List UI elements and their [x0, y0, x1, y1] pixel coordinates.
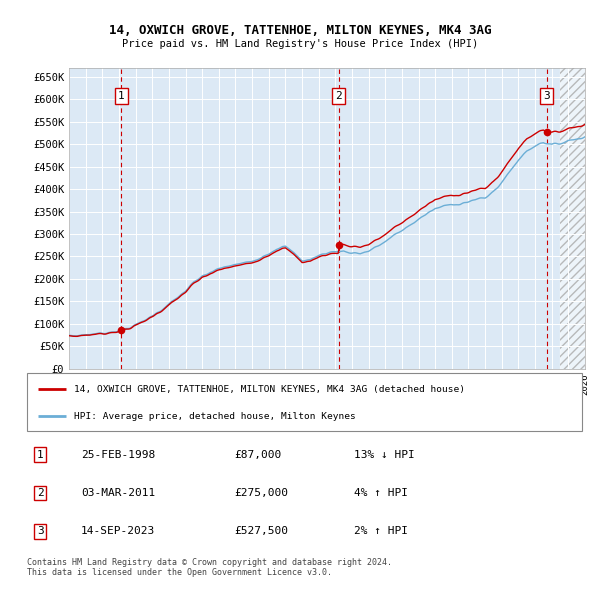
- Text: 2: 2: [37, 488, 44, 498]
- Text: Price paid vs. HM Land Registry's House Price Index (HPI): Price paid vs. HM Land Registry's House …: [122, 39, 478, 49]
- Text: 25-FEB-1998: 25-FEB-1998: [81, 450, 155, 460]
- Text: £87,000: £87,000: [234, 450, 281, 460]
- FancyBboxPatch shape: [27, 373, 582, 431]
- Text: 3: 3: [37, 526, 44, 536]
- Text: 1: 1: [37, 450, 44, 460]
- Text: 2: 2: [335, 91, 342, 101]
- Text: 03-MAR-2011: 03-MAR-2011: [81, 488, 155, 498]
- Text: Contains HM Land Registry data © Crown copyright and database right 2024.
This d: Contains HM Land Registry data © Crown c…: [27, 558, 392, 577]
- Text: £527,500: £527,500: [234, 526, 288, 536]
- Text: £275,000: £275,000: [234, 488, 288, 498]
- Text: 14, OXWICH GROVE, TATTENHOE, MILTON KEYNES, MK4 3AG (detached house): 14, OXWICH GROVE, TATTENHOE, MILTON KEYN…: [74, 385, 465, 394]
- Text: 2% ↑ HPI: 2% ↑ HPI: [354, 526, 408, 536]
- Text: HPI: Average price, detached house, Milton Keynes: HPI: Average price, detached house, Milt…: [74, 412, 356, 421]
- Text: 13% ↓ HPI: 13% ↓ HPI: [354, 450, 415, 460]
- Text: 3: 3: [544, 91, 550, 101]
- Text: 14-SEP-2023: 14-SEP-2023: [81, 526, 155, 536]
- Text: 1: 1: [118, 91, 125, 101]
- Text: 4% ↑ HPI: 4% ↑ HPI: [354, 488, 408, 498]
- Text: 14, OXWICH GROVE, TATTENHOE, MILTON KEYNES, MK4 3AG: 14, OXWICH GROVE, TATTENHOE, MILTON KEYN…: [109, 24, 491, 37]
